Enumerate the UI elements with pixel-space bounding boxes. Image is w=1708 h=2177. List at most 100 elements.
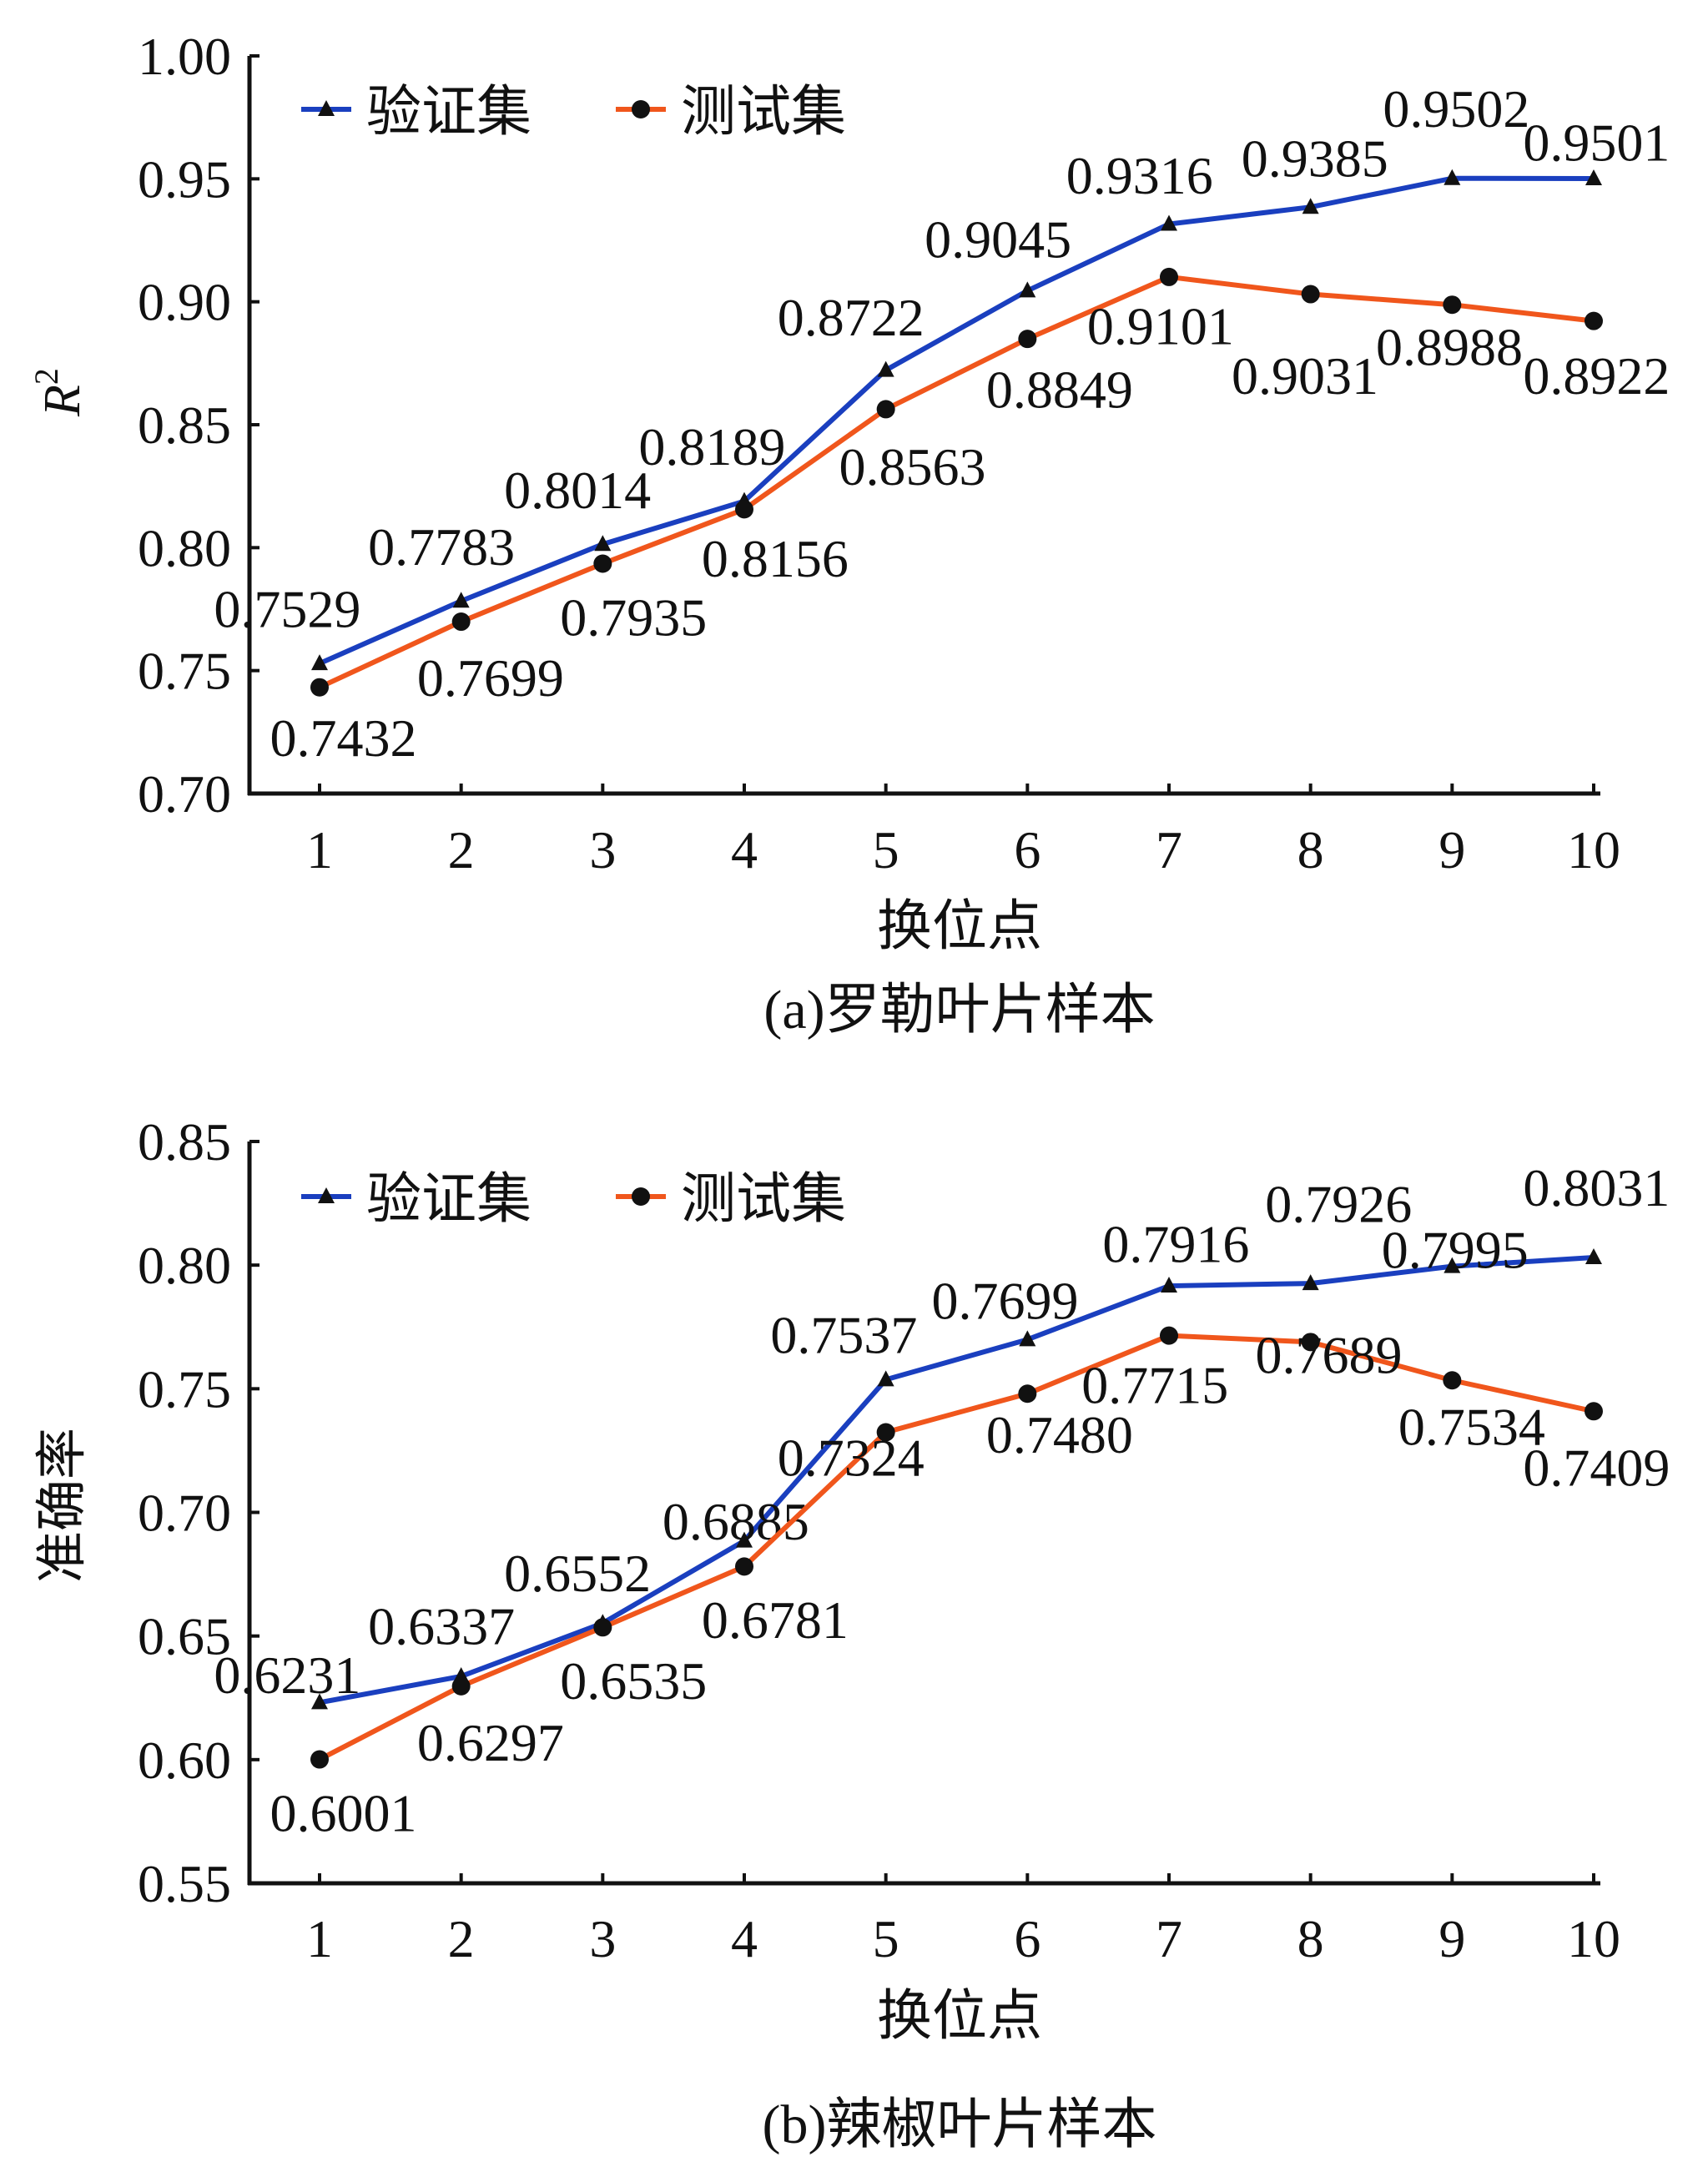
y-tick-label: 0.85 bbox=[138, 1112, 231, 1172]
y-tick-label: 0.70 bbox=[138, 764, 231, 824]
data-label: 0.7480 bbox=[986, 1405, 1133, 1464]
triangle-marker bbox=[452, 592, 470, 608]
x-tick-label: 9 bbox=[1438, 1909, 1465, 1968]
legend-triangle-icon bbox=[318, 100, 335, 116]
triangle-marker bbox=[1443, 169, 1461, 185]
data-label: 0.7935 bbox=[560, 587, 707, 647]
x-tick-label: 4 bbox=[731, 1909, 758, 1968]
circle-marker bbox=[451, 1676, 471, 1696]
triangle-marker bbox=[736, 1531, 753, 1548]
data-label: 0.6337 bbox=[368, 1597, 515, 1656]
data-label: 0.9101 bbox=[1087, 297, 1234, 356]
legend-circle-icon bbox=[632, 100, 650, 118]
x-tick-label: 7 bbox=[1156, 1909, 1182, 1968]
data-label: 0.6535 bbox=[560, 1651, 707, 1711]
x-tick-label: 10 bbox=[1567, 820, 1620, 879]
data-label: 0.8014 bbox=[504, 461, 651, 520]
legend-label: 测试集 bbox=[681, 82, 846, 143]
circle-marker bbox=[1443, 1371, 1462, 1390]
x-tick-label: 6 bbox=[1014, 1909, 1040, 1968]
data-label: 0.7926 bbox=[1265, 1174, 1412, 1233]
circle-marker bbox=[876, 1423, 895, 1442]
y-tick-label: 0.80 bbox=[138, 1236, 231, 1295]
y-tick-label: 0.70 bbox=[138, 1484, 231, 1543]
data-label: 0.7916 bbox=[1102, 1215, 1249, 1274]
triangle-marker bbox=[1585, 1247, 1602, 1264]
triangle-marker bbox=[877, 360, 894, 377]
circle-marker bbox=[735, 1557, 753, 1576]
data-label: 0.7699 bbox=[931, 1271, 1078, 1330]
y-axis-title-text: R bbox=[34, 385, 91, 417]
data-label: 0.7324 bbox=[778, 1429, 925, 1488]
x-tick-label: 5 bbox=[873, 1909, 899, 1968]
data-label: 0.7409 bbox=[1523, 1438, 1670, 1497]
circle-marker bbox=[1585, 1402, 1603, 1421]
data-label: 0.7537 bbox=[770, 1306, 917, 1365]
y-tick-label: 0.80 bbox=[138, 518, 231, 577]
x-tick-label: 5 bbox=[873, 820, 899, 879]
data-label: 0.9031 bbox=[1232, 346, 1378, 406]
circle-marker bbox=[1160, 1326, 1178, 1345]
data-label: 0.8922 bbox=[1523, 346, 1670, 406]
data-label: 0.7432 bbox=[270, 708, 417, 768]
x-tick-label: 9 bbox=[1438, 820, 1465, 879]
triangle-marker bbox=[594, 535, 612, 552]
x-tick-label: 2 bbox=[448, 820, 475, 879]
data-label: 0.7689 bbox=[1255, 1325, 1402, 1384]
data-label: 0.7715 bbox=[1081, 1355, 1228, 1414]
triangle-marker bbox=[1161, 1277, 1177, 1293]
triangle-marker bbox=[1585, 169, 1602, 186]
data-label: 0.7995 bbox=[1382, 1221, 1529, 1280]
data-label: 0.8722 bbox=[778, 288, 925, 347]
legend-circle-icon bbox=[632, 1187, 650, 1206]
y-tick-label: 0.85 bbox=[138, 396, 231, 455]
data-label: 0.8988 bbox=[1376, 318, 1523, 377]
triangle-marker bbox=[1019, 281, 1036, 298]
triangle-marker bbox=[311, 654, 328, 671]
data-label: 0.6552 bbox=[504, 1544, 651, 1603]
legend-label: 验证集 bbox=[366, 1169, 532, 1230]
circle-marker bbox=[735, 500, 753, 519]
circle-marker bbox=[1018, 330, 1037, 349]
triangle-marker bbox=[1161, 214, 1177, 231]
y-tick-label: 0.90 bbox=[138, 273, 231, 332]
circle-marker bbox=[1443, 295, 1462, 315]
data-label: 0.9045 bbox=[925, 209, 1071, 269]
triangle-marker bbox=[877, 1370, 894, 1387]
x-axis-title: 换位点 bbox=[877, 896, 1042, 957]
x-tick-label: 2 bbox=[448, 1909, 475, 1968]
y-axis-title-text: 准确率 bbox=[34, 1428, 91, 1583]
y-tick-label: 0.75 bbox=[138, 642, 231, 701]
y-tick-label: 0.65 bbox=[138, 1607, 231, 1666]
data-label: 0.6001 bbox=[270, 1783, 417, 1842]
x-tick-label: 3 bbox=[589, 1909, 616, 1968]
x-tick-label: 4 bbox=[731, 820, 758, 879]
triangle-marker bbox=[311, 1693, 328, 1710]
x-tick-label: 7 bbox=[1156, 820, 1182, 879]
legend-triangle-icon bbox=[318, 1187, 335, 1203]
triangle-marker bbox=[1302, 1274, 1319, 1291]
circle-marker bbox=[310, 678, 329, 697]
chart-caption: (a)罗勒叶片样本 bbox=[763, 980, 1155, 1041]
x-axis-title: 换位点 bbox=[877, 1986, 1042, 2047]
circle-marker bbox=[1301, 285, 1320, 304]
chart-b: 0.55 0.60 0.65 0.70 0.75 0.80 0.85 1 2 3 4 5 6 7 8 9 10 0… bbox=[34, 1112, 1670, 2155]
data-label: 0.8031 bbox=[1523, 1158, 1670, 1217]
data-label: 0.8563 bbox=[839, 437, 986, 496]
data-label: 0.6231 bbox=[214, 1645, 360, 1705]
data-label: 0.8849 bbox=[986, 360, 1133, 420]
y-tick-label: 0.95 bbox=[138, 149, 231, 209]
data-label: 0.9501 bbox=[1523, 113, 1670, 172]
series-line-test bbox=[318, 1333, 1595, 1762]
circle-marker bbox=[1160, 267, 1178, 286]
y-tick-label: 0.75 bbox=[138, 1359, 231, 1419]
circle-marker bbox=[876, 400, 895, 419]
y-tick-label: 1.00 bbox=[138, 27, 231, 86]
y-axis-title: 准确率 bbox=[34, 1428, 91, 1583]
circle-marker bbox=[310, 1750, 329, 1769]
x-tick-label: 8 bbox=[1297, 1909, 1324, 1968]
data-label: 0.8189 bbox=[638, 417, 785, 476]
circle-marker bbox=[1018, 1384, 1037, 1403]
chart-a: 0.70 0.75 0.80 0.85 0.90 0.95 1.00 1 2 3 4 5 6 7 8 9 10 0… bbox=[28, 27, 1670, 1041]
x-tick-label: 1 bbox=[306, 820, 333, 879]
